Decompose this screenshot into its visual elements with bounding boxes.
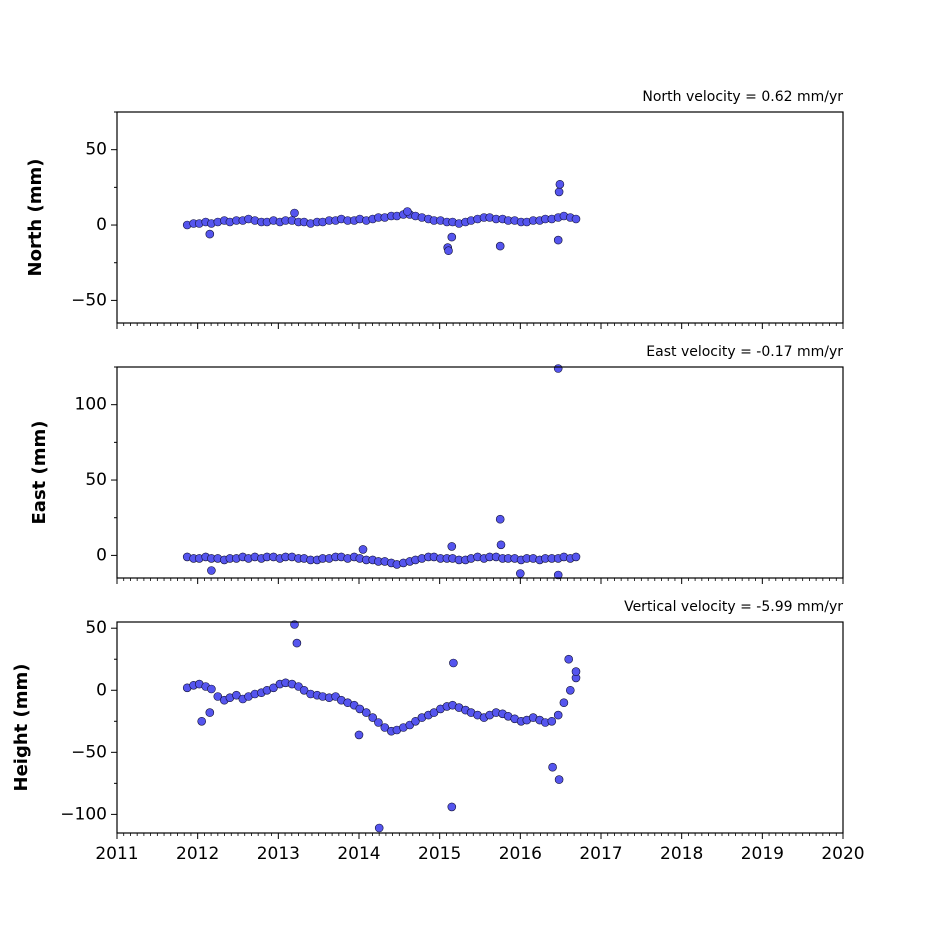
data-point (555, 180, 565, 189)
x-tick-label: 2019 (741, 844, 784, 864)
y-axis-label: Height (mm) (11, 664, 32, 792)
data-point (571, 214, 581, 224)
data-point (374, 718, 383, 727)
data-point (205, 229, 215, 239)
data-point (547, 716, 557, 726)
data-point (358, 545, 368, 554)
data-point (205, 708, 215, 717)
data-point (554, 187, 564, 197)
data-point (355, 704, 365, 714)
data-point (515, 569, 525, 578)
y-tick-label: −100 (60, 804, 107, 824)
x-tick-label: 2018 (660, 844, 703, 864)
panel-title: Vertical velocity = -5.99 mm/yr (624, 599, 843, 615)
data-point (361, 708, 371, 717)
data-point (207, 684, 216, 694)
data-point (447, 802, 457, 812)
x-tick-label: 2011 (95, 844, 138, 864)
data-point (403, 207, 412, 216)
y-axis-label: East (mm) (29, 421, 50, 525)
data-point (495, 241, 505, 251)
data-point (553, 710, 563, 720)
data-point (292, 638, 302, 648)
y-tick-label: 50 (85, 470, 107, 490)
x-tick-label: 2012 (176, 844, 219, 864)
x-tick-label: 2013 (257, 844, 300, 864)
data-point (496, 540, 506, 550)
data-point (380, 723, 390, 732)
x-tick-label: 2014 (337, 844, 380, 864)
data-point (207, 566, 216, 575)
y-axis-label: North (mm) (25, 159, 46, 277)
data-point (571, 552, 581, 562)
data-point (571, 667, 581, 676)
data-point (368, 713, 378, 722)
east-panel: East velocity = -0.17 mm/yr East (mm) 0 50 1… (29, 344, 844, 584)
data-point (213, 692, 223, 701)
y-tick-label: 100 (75, 395, 107, 415)
data-points (182, 364, 581, 580)
height-panel: Vertical velocity = -5.99 mm/yr Height (m… (11, 599, 865, 864)
data-point (299, 685, 309, 695)
plot-frame (116, 621, 844, 834)
data-point (269, 683, 278, 693)
data-point (197, 716, 206, 726)
data-point (559, 698, 569, 708)
north-panel: North velocity = 0.62 mm/yr North (mm) −50… (25, 89, 844, 329)
y-tick-label: 0 (96, 680, 107, 700)
y-tick-label: 50 (85, 140, 107, 160)
y-tick-label: 0 (96, 215, 107, 235)
data-point (447, 232, 457, 242)
data-point (564, 654, 574, 664)
data-point (444, 246, 453, 255)
data-points (182, 620, 581, 833)
data-point (548, 762, 557, 772)
x-tick-label: 2015 (418, 844, 461, 864)
data-point (354, 730, 364, 740)
x-tick-label: 2017 (579, 844, 622, 864)
data-point (232, 690, 241, 700)
data-point (374, 823, 384, 833)
data-point (449, 658, 458, 668)
data-point (290, 208, 299, 218)
data-point (411, 716, 420, 726)
x-tick-label: 2016 (499, 844, 542, 864)
data-point (553, 364, 563, 373)
data-point (553, 235, 563, 245)
data-point (554, 775, 564, 784)
y-tick-label: −50 (71, 290, 107, 310)
data-point (495, 514, 505, 524)
data-point (429, 708, 439, 717)
plot-frame (116, 366, 844, 579)
data-point (565, 685, 575, 695)
x-tick-label: 2020 (821, 844, 864, 864)
y-tick-label: 50 (85, 618, 107, 638)
data-point (553, 570, 563, 580)
data-point (447, 542, 457, 551)
y-tick-label: 0 (96, 545, 107, 565)
data-points (182, 180, 581, 255)
y-tick-label: −50 (71, 742, 107, 762)
panel-title: East velocity = -0.17 mm/yr (646, 344, 843, 360)
panel-title: North velocity = 0.62 mm/yr (642, 89, 843, 105)
